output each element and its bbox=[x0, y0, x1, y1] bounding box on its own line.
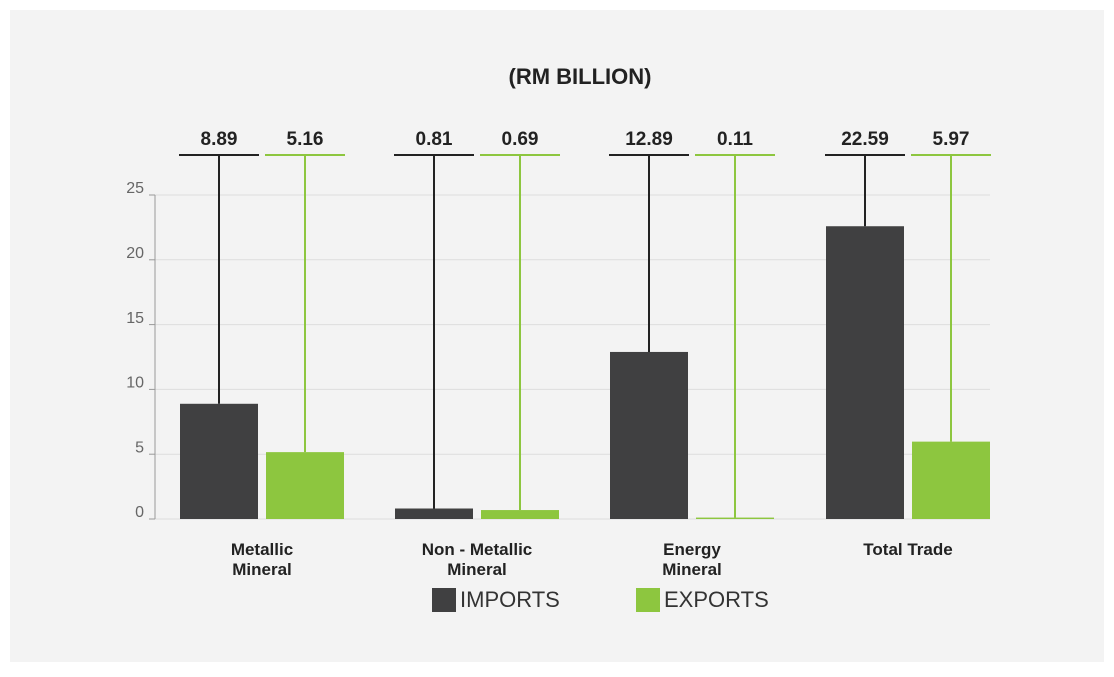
value-label: 22.59 bbox=[841, 129, 889, 150]
value-label: 12.89 bbox=[625, 129, 673, 150]
bar bbox=[912, 441, 990, 519]
bar bbox=[266, 452, 344, 519]
x-tick-label: Metallic Mineral bbox=[230, 540, 294, 579]
bar bbox=[610, 351, 688, 519]
y-tick-label: 5 bbox=[135, 439, 144, 456]
y-tick-label: 20 bbox=[126, 245, 144, 262]
y-tick-label: 10 bbox=[126, 375, 144, 392]
chart-title: (RM BILLION) bbox=[509, 64, 652, 89]
value-label: 8.89 bbox=[201, 129, 238, 150]
y-tick-label: 0 bbox=[135, 504, 144, 521]
x-tick-label: Total Trade bbox=[863, 540, 953, 559]
value-label: 5.16 bbox=[287, 129, 324, 150]
bar bbox=[481, 510, 559, 519]
legend-swatch bbox=[636, 588, 660, 612]
legend-label: IMPORTS bbox=[460, 587, 560, 612]
bar bbox=[826, 226, 904, 520]
value-label: 0.11 bbox=[717, 129, 753, 150]
legend-label: EXPORTS bbox=[664, 587, 769, 612]
x-tick-label: Non - Metallic Mineral bbox=[421, 540, 533, 579]
value-label: 0.69 bbox=[502, 129, 539, 150]
y-tick-label: 15 bbox=[126, 310, 144, 327]
background bbox=[10, 10, 1104, 662]
value-label: 0.81 bbox=[416, 129, 453, 150]
value-label: 5.97 bbox=[933, 129, 970, 150]
bar bbox=[180, 403, 258, 519]
bar bbox=[395, 508, 473, 519]
bar bbox=[696, 517, 774, 519]
legend-swatch bbox=[432, 588, 456, 612]
y-tick-label: 25 bbox=[126, 180, 144, 197]
x-tick-label: Energy Mineral bbox=[662, 540, 722, 579]
